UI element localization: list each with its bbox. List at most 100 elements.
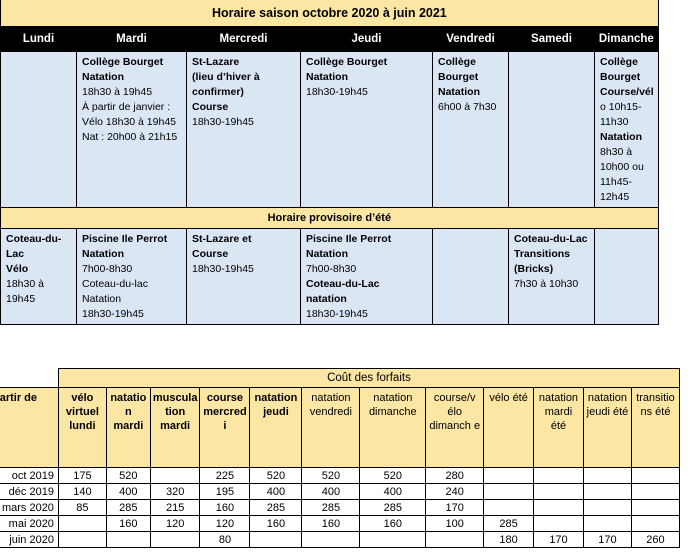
cost-cell: 400 bbox=[301, 483, 361, 500]
schedule-line: Natation bbox=[438, 86, 480, 98]
cell-season-lundi bbox=[0, 51, 77, 208]
cost-cell bbox=[582, 483, 632, 500]
cost-cell bbox=[630, 499, 681, 516]
schedule-table: Horaire saison octobre 2020 à juin 2021 … bbox=[0, 0, 659, 325]
schedule-line: 12h45 bbox=[600, 191, 630, 203]
cell-season-dimanche: Collège Bourget Course/vél o 10h15- 11h30 Nat… bbox=[594, 51, 659, 208]
cost-cell: 520 bbox=[105, 467, 151, 484]
schedule-line: 18h30-19h45 bbox=[192, 263, 254, 275]
cost-cell: 180 bbox=[483, 531, 535, 548]
cost-cell bbox=[630, 483, 681, 500]
schedule-line: Collège Bourget bbox=[82, 56, 164, 68]
cost-cell: 520 bbox=[249, 467, 303, 484]
cost-cell bbox=[533, 483, 584, 500]
cost-header: muscula tion mardi bbox=[149, 387, 201, 468]
cost-row-label: oct 2019 bbox=[0, 467, 59, 484]
cost-row: oct 2019 175 520 225 520 520 520 280 bbox=[0, 467, 681, 484]
cost-row: mars 2020 85 285 215 160 285 285 285 170 bbox=[0, 499, 681, 516]
cost-row-label: déc 2019 bbox=[0, 483, 59, 500]
schedule-line: Coteau-du- bbox=[6, 233, 62, 245]
cell-season-vendredi: Collège Bourget Natation 6h00 à 7h30 bbox=[432, 51, 509, 208]
cost-cell bbox=[630, 467, 681, 484]
schedule-line: 18h30 à bbox=[6, 278, 44, 290]
cell-summer-dimanche bbox=[594, 228, 659, 325]
schedule-line: Coteau-du-Lac bbox=[514, 233, 588, 245]
day-header-lundi: Lundi bbox=[0, 26, 77, 52]
schedule-line: 19h45 bbox=[6, 293, 36, 305]
day-header-dimanche: Dimanche bbox=[594, 26, 659, 52]
schedule-line: o 10h15- bbox=[600, 101, 642, 113]
cost-header: natatio n mardi bbox=[105, 387, 151, 468]
cell-summer-mercredi: St-Lazare et Course 18h30-19h45 bbox=[186, 228, 301, 325]
cost-cell: 160 bbox=[249, 515, 303, 532]
cell-season-jeudi: Collège Bourget Natation 18h30-19h45 bbox=[300, 51, 433, 208]
cost-cell: 285 bbox=[359, 499, 427, 516]
schedule-line: Vélo 18h30 à 19h45 bbox=[82, 116, 177, 128]
cost-header: natation dimanche bbox=[359, 387, 427, 468]
cost-cell bbox=[533, 467, 584, 484]
schedule-line: 7h00-8h30 bbox=[306, 263, 357, 275]
schedule-line: Coteau-du-lac bbox=[82, 278, 148, 290]
cost-header: vélo été bbox=[483, 387, 535, 468]
cost-cell bbox=[149, 467, 201, 484]
day-header-vendredi: Vendredi bbox=[432, 26, 509, 52]
schedule-line: 18h30 à 19h45 bbox=[82, 86, 153, 98]
schedule-title: Horaire saison octobre 2020 à juin 2021 bbox=[0, 0, 659, 27]
cost-cell: 285 bbox=[483, 515, 535, 532]
cost-cell bbox=[249, 531, 303, 548]
cost-cell: 400 bbox=[249, 483, 303, 500]
schedule-line: St-Lazare bbox=[192, 56, 240, 68]
cost-header: vélo virtuel lundi bbox=[57, 387, 107, 468]
cost-cell bbox=[301, 531, 361, 548]
cost-cell: 280 bbox=[425, 467, 485, 484]
schedule-line: confirmer) bbox=[192, 86, 244, 98]
schedule-line: Natation bbox=[82, 293, 122, 305]
cost-row-label: mai 2020 bbox=[0, 515, 59, 532]
schedule-line: 18h30-19h45 bbox=[306, 86, 368, 98]
schedule-line: Lac bbox=[6, 248, 25, 260]
cell-summer-samedi: Coteau-du-Lac Transitions (Bricks) 7h30 à 1… bbox=[508, 228, 595, 325]
cost-cell: 160 bbox=[301, 515, 361, 532]
cost-header: natation mardi été bbox=[533, 387, 584, 468]
cost-cell: 80 bbox=[199, 531, 251, 548]
schedule-line: 10h00 ou bbox=[600, 161, 644, 173]
cost-cell bbox=[483, 483, 535, 500]
schedule-line: 11h45- bbox=[600, 176, 632, 188]
cost-cell: 160 bbox=[105, 515, 151, 532]
schedule-line: 7h30 à 10h30 bbox=[514, 278, 579, 290]
cost-cell: 140 bbox=[57, 483, 107, 500]
day-header-jeudi: Jeudi bbox=[300, 26, 433, 52]
cell-season-samedi bbox=[508, 51, 595, 208]
schedule-line: Collège bbox=[600, 56, 638, 68]
schedule-line: Collège bbox=[438, 56, 476, 68]
cost-cell: 195 bbox=[199, 483, 251, 500]
cost-cell: 170 bbox=[425, 499, 485, 516]
cost-cell: 175 bbox=[57, 467, 107, 484]
cost-cell: 285 bbox=[301, 499, 361, 516]
schedule-line: Natation bbox=[600, 131, 642, 143]
cost-cell: 400 bbox=[105, 483, 151, 500]
cost-cell bbox=[483, 499, 535, 516]
cost-cell: 160 bbox=[359, 515, 427, 532]
cost-cell bbox=[425, 531, 485, 548]
schedule-line: Bourget bbox=[600, 71, 641, 83]
schedule-line: Natation bbox=[306, 248, 348, 260]
schedule-line: Natation bbox=[82, 71, 124, 83]
cell-summer-mardi: Piscine Ile Perrot Natation 7h00-8h30 Cotea… bbox=[76, 228, 187, 325]
cost-corner bbox=[0, 369, 58, 388]
cost-cell: 400 bbox=[359, 483, 427, 500]
cost-cell: 285 bbox=[105, 499, 151, 516]
cost-cell: 260 bbox=[630, 531, 681, 548]
cell-season-mercredi: St-Lazare (lieu d’hiver à confirmer) Course… bbox=[186, 51, 301, 208]
cost-row-label: mars 2020 bbox=[0, 499, 59, 516]
schedule-line: Nat : 20h00 à 21h15 bbox=[82, 131, 178, 143]
schedule-line: 18h30-19h45 bbox=[82, 308, 144, 320]
day-header-mardi: Mardi bbox=[76, 26, 187, 52]
schedule-line: Vélo bbox=[6, 263, 29, 275]
summer-schedule-title: Horaire provisoire d’été bbox=[0, 207, 659, 229]
schedule-line: (Bricks) bbox=[514, 263, 554, 275]
cost-header: transitio ns été bbox=[630, 387, 681, 468]
schedule-line: 18h30-19h45 bbox=[192, 116, 254, 128]
cost-cell: 100 bbox=[425, 515, 485, 532]
cost-row: déc 2019 140 400 320 195 400 400 400 240 bbox=[0, 483, 681, 500]
